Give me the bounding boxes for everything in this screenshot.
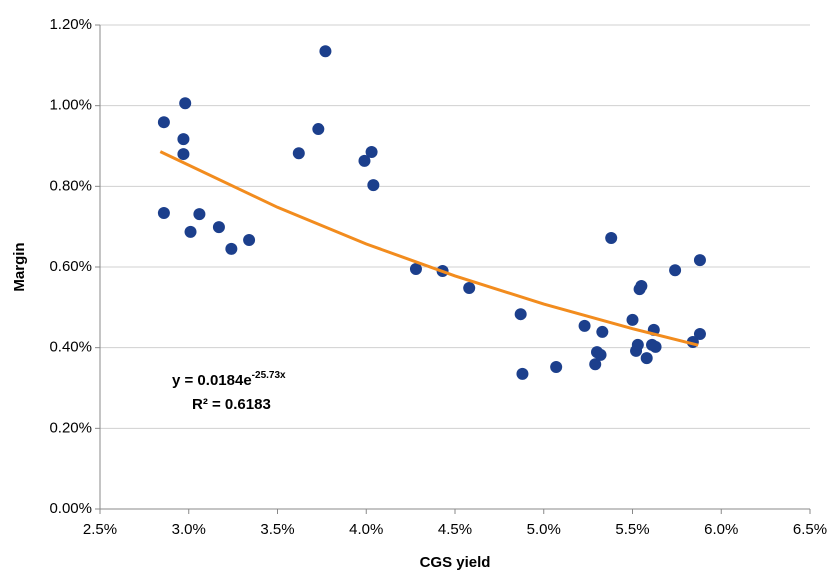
point [578, 319, 591, 332]
point [177, 133, 190, 146]
y-tick-label: 0.80% [49, 177, 92, 194]
trendline [159, 150, 699, 347]
point [516, 367, 529, 380]
y-tick-label: 1.00% [49, 97, 92, 114]
point [409, 263, 422, 276]
x-tick-label: 2.5% [83, 521, 117, 538]
point [693, 254, 706, 267]
point [594, 348, 607, 361]
point [635, 279, 648, 292]
point [184, 225, 197, 238]
y-axis-title: Margin [11, 242, 28, 291]
point [312, 123, 325, 136]
x-tick-label: 4.5% [438, 521, 472, 538]
y-tick-label: 0.40% [49, 339, 92, 356]
point [193, 208, 206, 221]
point [640, 352, 653, 365]
y-tick-label: 1.20% [49, 16, 92, 33]
point [358, 154, 371, 167]
x-tick-label: 3.0% [172, 521, 206, 538]
point [463, 281, 476, 294]
point [626, 313, 639, 326]
point [649, 340, 662, 353]
y-tick-label: 0.20% [49, 419, 92, 436]
y-tick-label: 0.00% [49, 500, 92, 517]
point [243, 233, 256, 246]
point [589, 358, 602, 371]
x-tick-label: 4.0% [349, 521, 383, 538]
point [157, 116, 170, 129]
point [212, 221, 225, 234]
x-axis-title: CGS yield [420, 554, 491, 571]
point [514, 308, 527, 321]
point [596, 325, 609, 338]
equation-base: y = 0.0184e [172, 372, 252, 389]
x-tick-label: 6.5% [793, 521, 827, 538]
x-tick-label: 3.5% [260, 521, 294, 538]
point [179, 97, 192, 110]
point [605, 231, 618, 244]
trend-equation: y = 0.0184e-25.73x [172, 370, 286, 389]
point [319, 45, 332, 58]
point [550, 361, 563, 374]
point [669, 264, 682, 277]
point [367, 179, 380, 192]
equation-exponent: -25.73x [252, 370, 286, 381]
y-tick-label: 0.60% [49, 258, 92, 275]
point [292, 147, 305, 160]
point [693, 327, 706, 340]
point [157, 206, 170, 219]
x-tick-label: 6.0% [704, 521, 738, 538]
point [631, 338, 644, 351]
point [365, 146, 378, 159]
point [177, 148, 190, 161]
x-tick-label: 5.5% [615, 521, 649, 538]
point [225, 242, 238, 255]
r-squared: R² = 0.6183 [192, 396, 271, 413]
x-tick-label: 5.0% [527, 521, 561, 538]
